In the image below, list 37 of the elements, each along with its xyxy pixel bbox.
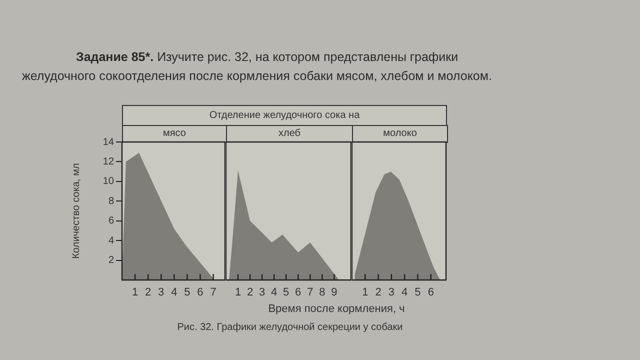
x-tick-label: 1 (234, 286, 242, 299)
chart-title: молоко (352, 125, 448, 143)
x-tick-label: 6 (197, 286, 204, 299)
text: Отделение желудочного сока на (122, 105, 447, 126)
x-tick-label: 4 (271, 286, 278, 299)
y-tick-label: 12 (102, 156, 114, 168)
y-tick-label: 10 (102, 176, 114, 188)
x-tick-label: 6 (295, 286, 302, 299)
y-tick-label: 8 (108, 196, 114, 207)
x-tick-label: 4 (171, 286, 178, 299)
x-tick-label: 7 (307, 286, 314, 299)
x-tick-label: 5 (283, 286, 290, 299)
x-tick-label: 3 (158, 286, 164, 299)
x-tick-label: 3 (258, 286, 266, 299)
y-axis-title: Количество сока, мл (70, 163, 82, 259)
y-tick-label: 14 (102, 136, 114, 148)
x-tick-label: 5 (414, 286, 421, 299)
x-tick-label: 1 (132, 286, 138, 299)
text: Рис. 32. Графики желудочной секреции у собаки (176, 322, 404, 333)
y-tick-label: 2 (108, 255, 114, 266)
x-tick-label: 3 (388, 286, 395, 299)
x-tick-label: 2 (375, 286, 382, 299)
x-tick-label: 2 (246, 286, 254, 299)
x-tick-label: 4 (402, 286, 408, 299)
x-tick-label: 2 (145, 286, 152, 299)
y-tick-label: 4 (108, 235, 114, 246)
x-tick-label: 7 (210, 286, 216, 299)
x-tick-label: 8 (319, 286, 326, 299)
x-tick-label: 5 (184, 286, 190, 299)
chart-title: мясо (122, 125, 227, 143)
x-tick-label: 6 (428, 286, 434, 299)
x-tick-label: 9 (331, 286, 338, 299)
y-tick-label: 6 (108, 216, 114, 227)
x-tick-label: 1 (362, 286, 368, 299)
x-axis-title: Время после кормления, ч (267, 303, 406, 315)
chart-title: хлеб (226, 125, 353, 143)
text: Задание 85*. (76, 50, 154, 64)
